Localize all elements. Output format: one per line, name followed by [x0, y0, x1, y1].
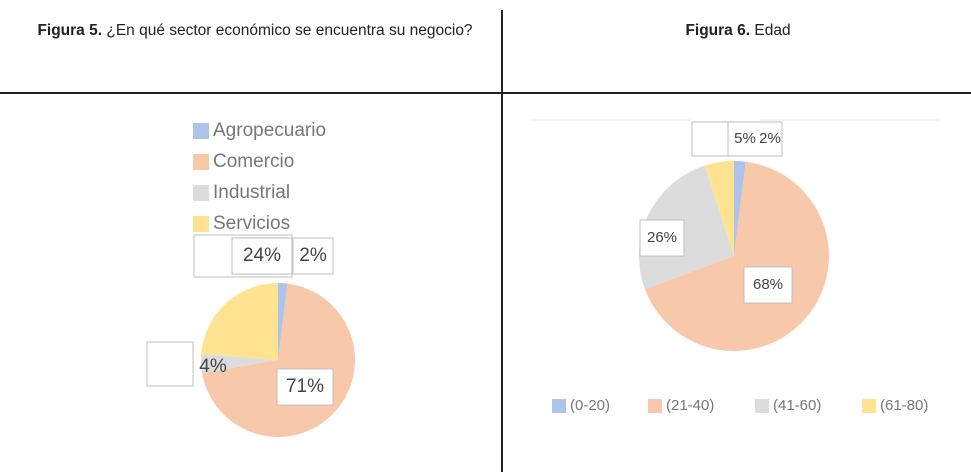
- legend-swatch: [862, 399, 876, 413]
- legend-swatch: [193, 123, 209, 139]
- legend-label: Servicios: [213, 213, 290, 234]
- data-label: 68%: [753, 276, 783, 293]
- pie-slice: [201, 283, 278, 360]
- figure-number: Figura 6.: [685, 22, 751, 39]
- pie-slice: [278, 283, 288, 360]
- legend-label: (0-20): [570, 397, 610, 414]
- label-box: [231, 237, 293, 275]
- legend-label: (41-60): [773, 397, 821, 414]
- legend-swatch: [193, 154, 209, 170]
- figure-number: Figura 5.: [37, 22, 103, 39]
- legend-swatch: [193, 185, 209, 201]
- data-label: 24%: [243, 245, 281, 266]
- label-box: [727, 121, 783, 157]
- data-label: 71%: [286, 376, 324, 397]
- label-box: [691, 121, 729, 157]
- label-box: [276, 368, 334, 406]
- figure-caption: Figura 5. ¿En qué sector económico se en…: [30, 12, 480, 50]
- legend-swatch: [552, 399, 566, 413]
- pie-slice: [645, 161, 829, 351]
- legend-swatch: [193, 216, 209, 232]
- label-box: [292, 237, 334, 275]
- pie-slice: [704, 161, 734, 256]
- data-label: 5%: [734, 130, 756, 147]
- legend-swatch: [648, 399, 662, 413]
- data-label: 2%: [299, 245, 327, 266]
- label-box: [146, 341, 194, 387]
- legend-label: Agropecuario: [213, 120, 326, 141]
- label-box: [743, 266, 793, 304]
- figure-caption: Figura 6. Edad: [505, 12, 971, 50]
- legend-label: Comercio: [213, 151, 294, 172]
- data-label: 4%: [199, 356, 227, 377]
- legend-swatch: [755, 399, 769, 413]
- pie-slice: [201, 354, 278, 374]
- label-box: [639, 219, 685, 257]
- legend-label: (21-40): [666, 397, 714, 414]
- figure-title: ¿En qué sector económico se encuentra su…: [106, 22, 473, 39]
- legend-label: Industrial: [213, 182, 290, 203]
- data-label: 26%: [647, 229, 677, 246]
- pie-slice: [638, 165, 734, 290]
- figure-title: Edad: [754, 22, 791, 39]
- data-label: 2%: [759, 130, 781, 147]
- legend-label: (61-80): [880, 397, 928, 414]
- pie-slice: [734, 161, 746, 256]
